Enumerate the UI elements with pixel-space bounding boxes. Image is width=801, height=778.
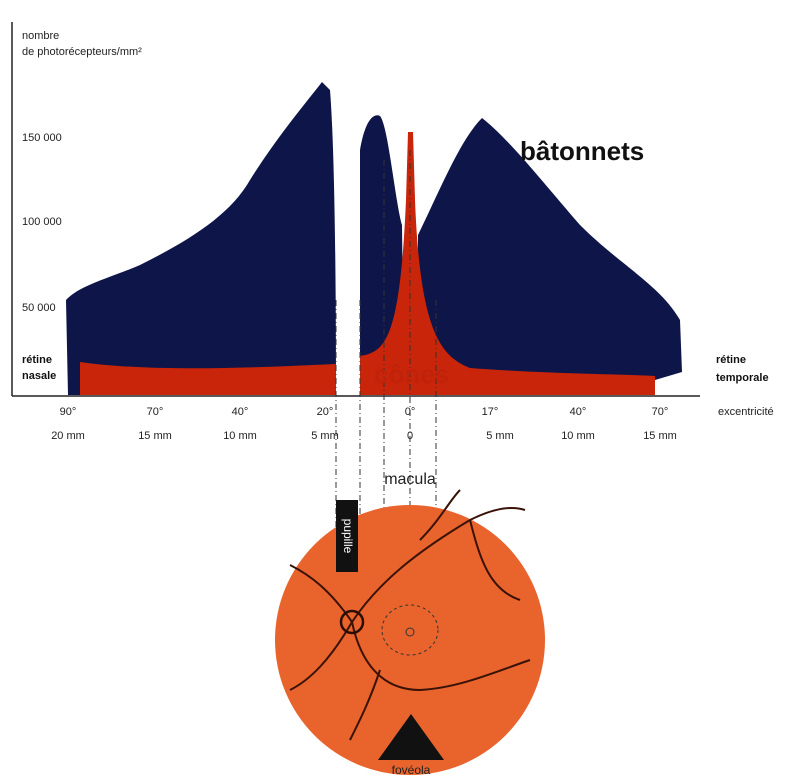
pupil-label: pupille bbox=[341, 519, 355, 554]
nasal-label: nasale bbox=[22, 370, 56, 382]
rods-area bbox=[418, 118, 682, 395]
foveola-label: fovéola bbox=[392, 763, 431, 777]
cones-area bbox=[80, 362, 336, 395]
x-degree-label: 90° bbox=[60, 406, 77, 418]
y-tick-label: 50 000 bbox=[22, 302, 56, 314]
cones-area bbox=[360, 132, 655, 395]
temporal-label: temporale bbox=[716, 372, 769, 384]
fovea bbox=[405, 627, 415, 637]
x-degree-label: 40° bbox=[570, 406, 587, 418]
x-mm-label: 5 mm bbox=[486, 430, 514, 442]
x-mm-label: 10 mm bbox=[223, 430, 257, 442]
vessels bbox=[289, 489, 531, 741]
temporal-label: rétine bbox=[716, 354, 746, 366]
x-mm-label: 15 mm bbox=[138, 430, 172, 442]
y-title: nombre bbox=[22, 30, 59, 42]
foveola-marker bbox=[378, 714, 444, 760]
x-title: excentricité bbox=[718, 406, 774, 418]
macula-outline bbox=[381, 604, 439, 656]
retina bbox=[275, 505, 545, 775]
x-degree-label: 0° bbox=[405, 406, 416, 418]
x-mm-label: 20 mm bbox=[51, 430, 85, 442]
x-degree-label: 17° bbox=[482, 406, 499, 418]
macula-label: macula bbox=[384, 471, 436, 488]
x-mm-label: 0 bbox=[407, 430, 413, 442]
y-title: de photorécepteurs/mm² bbox=[22, 46, 142, 58]
pupil-box bbox=[336, 500, 358, 572]
x-degree-label: 20° bbox=[317, 406, 334, 418]
cones-label: cônes bbox=[374, 359, 449, 389]
x-mm-label: 15 mm bbox=[643, 430, 677, 442]
y-tick-label: 100 000 bbox=[22, 216, 62, 228]
rods-area bbox=[66, 82, 336, 395]
y-tick-label: 150 000 bbox=[22, 132, 62, 144]
x-mm-label: 10 mm bbox=[561, 430, 595, 442]
optic-disc bbox=[339, 609, 365, 635]
x-degree-label: 40° bbox=[232, 406, 249, 418]
nasal-label: rétine bbox=[22, 354, 52, 366]
x-mm-label: 5 mm bbox=[311, 430, 339, 442]
x-degree-label: 70° bbox=[147, 406, 164, 418]
rods-label: bâtonnets bbox=[520, 136, 644, 166]
x-degree-label: 70° bbox=[652, 406, 669, 418]
